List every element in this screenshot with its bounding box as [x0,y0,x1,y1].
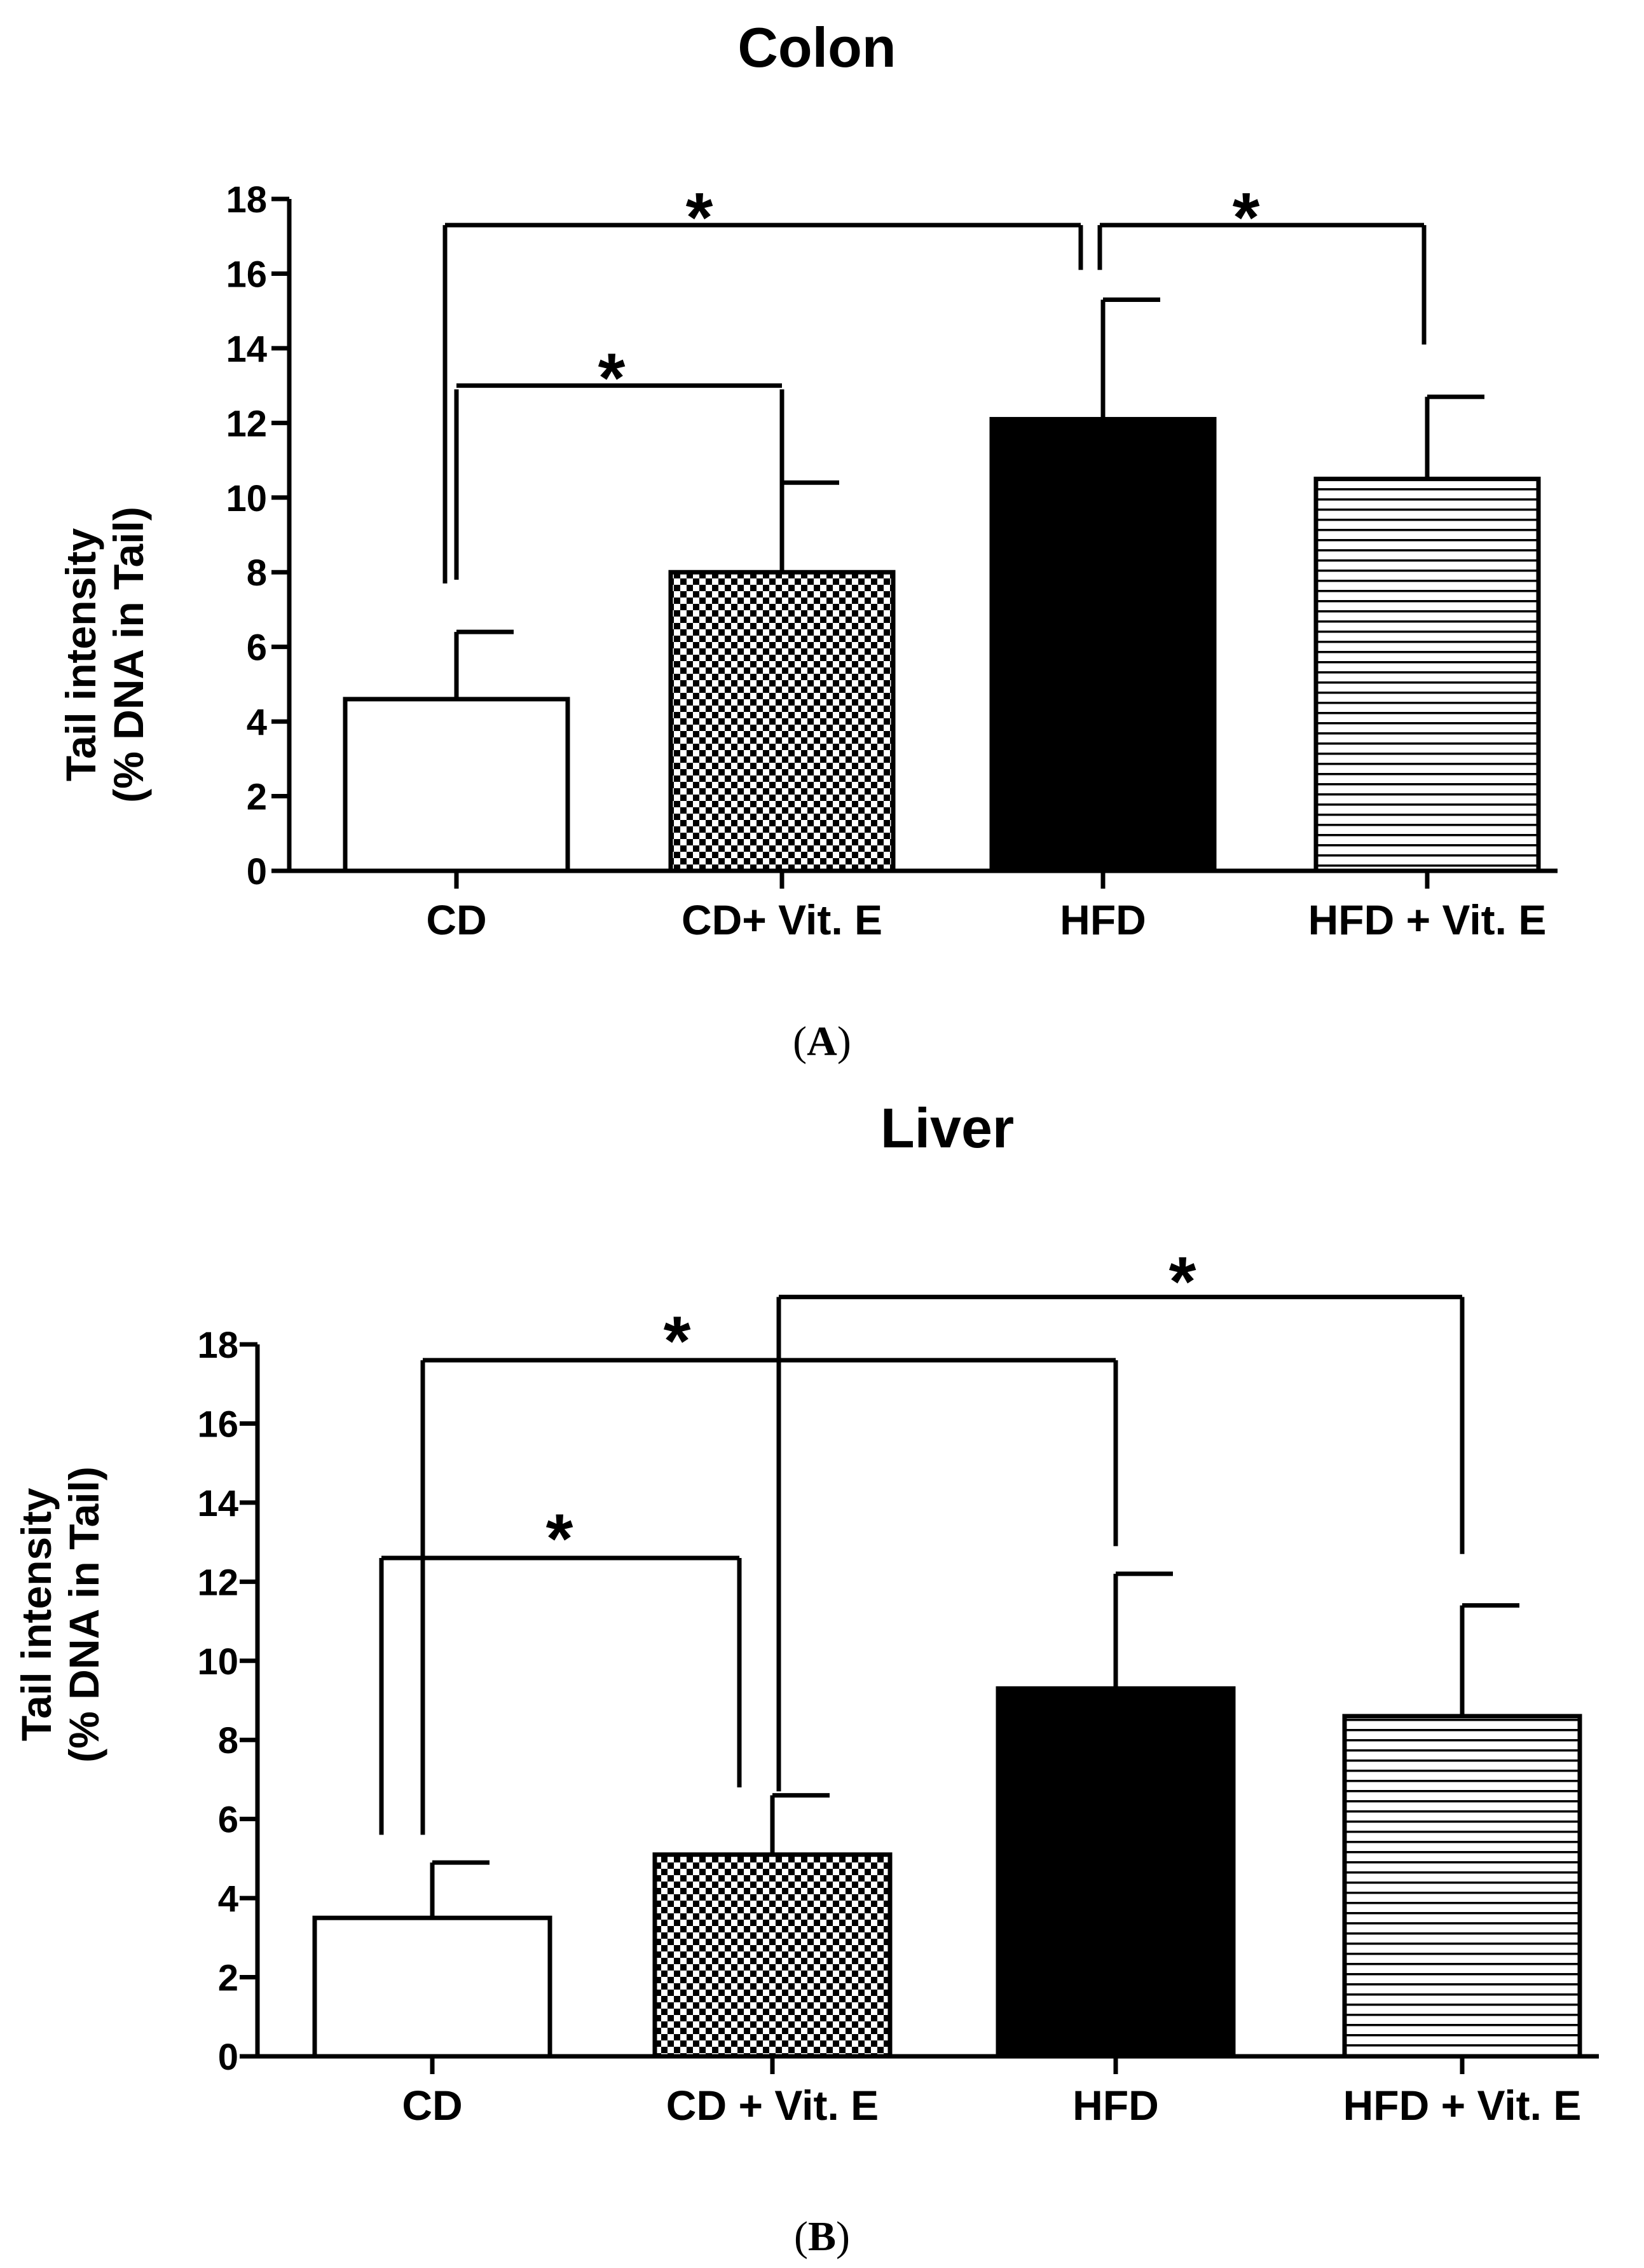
panel-a-y-tick-label: 14 [226,329,267,370]
panel-a-x-label: CD [426,896,486,943]
panel-b-y-tick-label: 18 [197,1325,238,1366]
panel-a-bar-cd-vit-e [668,570,896,873]
panel-a-y-tick-label: 18 [226,179,267,221]
panel-a-title: Colon [737,16,896,79]
panel-a-ylabel-line2: (% DNA in Tail) [105,507,152,803]
panel-b-x-label: CD [402,2082,462,2129]
panel-b-bar-hfd-vit-e [1342,1714,1582,2059]
panel-b-ylabel-line1: Tail intensity [13,1487,60,1741]
panel-a-y-tick-label: 10 [226,478,267,519]
panel-b-y-tick-label: 10 [197,1641,238,1683]
panel-a-bar-cd [343,697,570,873]
panel-b-axes: 0 2 4 6 8 10 12 14 16 18 CD CD + Vit. E HFD HFD + Vit… [197,1243,1599,2129]
panel-b-y-tick-label: 2 [218,1958,238,1999]
panel-a-axes: 0 2 4 6 8 10 12 14 16 18 CD CD+ Vit. E HFD HFD + Vit.… [226,179,1558,943]
panel-b-bar-cd-vit-e [652,1852,893,2059]
panel-b-bar-hfd [996,1686,1236,2059]
panel-a-y-tick-label: 4 [247,702,267,743]
panel-a-y-tick-label: 2 [247,777,267,818]
panel-a-x-label: HFD [1060,896,1146,943]
panel-a-ylabel-line1: Tail intensity [57,528,104,781]
panel-a-x-label: CD+ Vit. E [682,896,882,943]
panel-b-y-tick-label: 16 [197,1404,238,1445]
panel-b-sig-star: * [664,1302,691,1380]
panel-b-x-label: CD + Vit. E [666,2082,879,2129]
panel-a-y-tick-label: 8 [247,552,267,594]
panel-a-chart: Colon Tail intensity (% DNA in Tail) 0 2 4… [57,16,1558,943]
panel-b-y-tick-label: 0 [218,2037,238,2078]
panel-b-y-tick-label: 12 [197,1562,238,1603]
panel-b-y-tick-label: 6 [218,1800,238,1841]
panel-b-x-label: HFD + Vit. E [1343,2082,1582,2129]
panel-a-y-tick-label: 12 [226,403,267,444]
panel-a-sig-star: * [598,339,626,417]
panel-b-bar-cd [312,1915,552,2059]
panel-b-label: (B) [794,2213,850,2260]
panel-a-x-label: HFD + Vit. E [1308,896,1547,943]
panel-a-bar-hfd [989,416,1217,873]
panel-b-ylabel-line2: (% DNA in Tail) [60,1466,107,1763]
panel-a-y-tick-label: 16 [226,254,267,295]
panel-b-title: Liver [880,1096,1014,1159]
panel-b-y-tick-label: 14 [197,1483,238,1524]
panel-b-chart: Liver Tail intensity (% DNA in Tail) 0 2 4… [13,1096,1599,2129]
panel-a-y-tick-label: 6 [247,627,267,669]
panel-a-y-tick-label: 0 [247,851,267,892]
panel-a-label: (A) [793,1018,851,1065]
panel-b-sig-star: * [1169,1243,1196,1321]
panel-b-y-tick-label: 8 [218,1720,238,1761]
panel-a-sig-star: * [686,179,713,257]
panel-b-y-tick-label: 4 [218,1878,238,1920]
panel-b-sig-star: * [546,1500,573,1578]
panel-b-x-label: HFD [1072,2082,1159,2129]
panel-a-sig-star: * [1233,179,1260,257]
panel-a-bar-hfd-vit-e [1313,476,1541,873]
